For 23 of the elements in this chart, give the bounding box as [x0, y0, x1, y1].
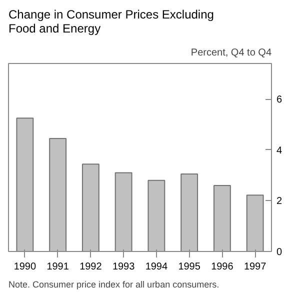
x-tick-label: 1991: [46, 262, 70, 272]
y-axis-title: Percent, Q4 to Q4: [190, 48, 272, 58]
x-tick-label: 1997: [244, 262, 267, 272]
bar: [246, 194, 264, 252]
bar: [148, 180, 166, 252]
bar: [213, 184, 231, 252]
chart-title: Change in Consumer Prices Excluding Food and Energy: [8, 8, 214, 36]
bar: [49, 138, 67, 252]
x-tick-label: 1992: [80, 262, 102, 272]
x-tick-label: 1996: [211, 262, 234, 272]
bar: [180, 174, 198, 252]
y-tick-label: 0: [276, 247, 282, 258]
text: Note. Consumer price index for all urban consumers.: [8, 280, 220, 290]
bar: [16, 118, 34, 252]
x-tick-label: 1990: [14, 262, 36, 272]
y-tick-label: 4: [276, 145, 282, 156]
x-tick-label: 1994: [145, 262, 168, 272]
y-tick-label: 2: [276, 196, 282, 208]
y-tick-label: 6: [276, 94, 282, 106]
x-tick-label: 1993: [112, 262, 136, 272]
bar: [82, 164, 100, 252]
bar: [114, 172, 132, 252]
x-tick-label: 1995: [178, 262, 201, 272]
